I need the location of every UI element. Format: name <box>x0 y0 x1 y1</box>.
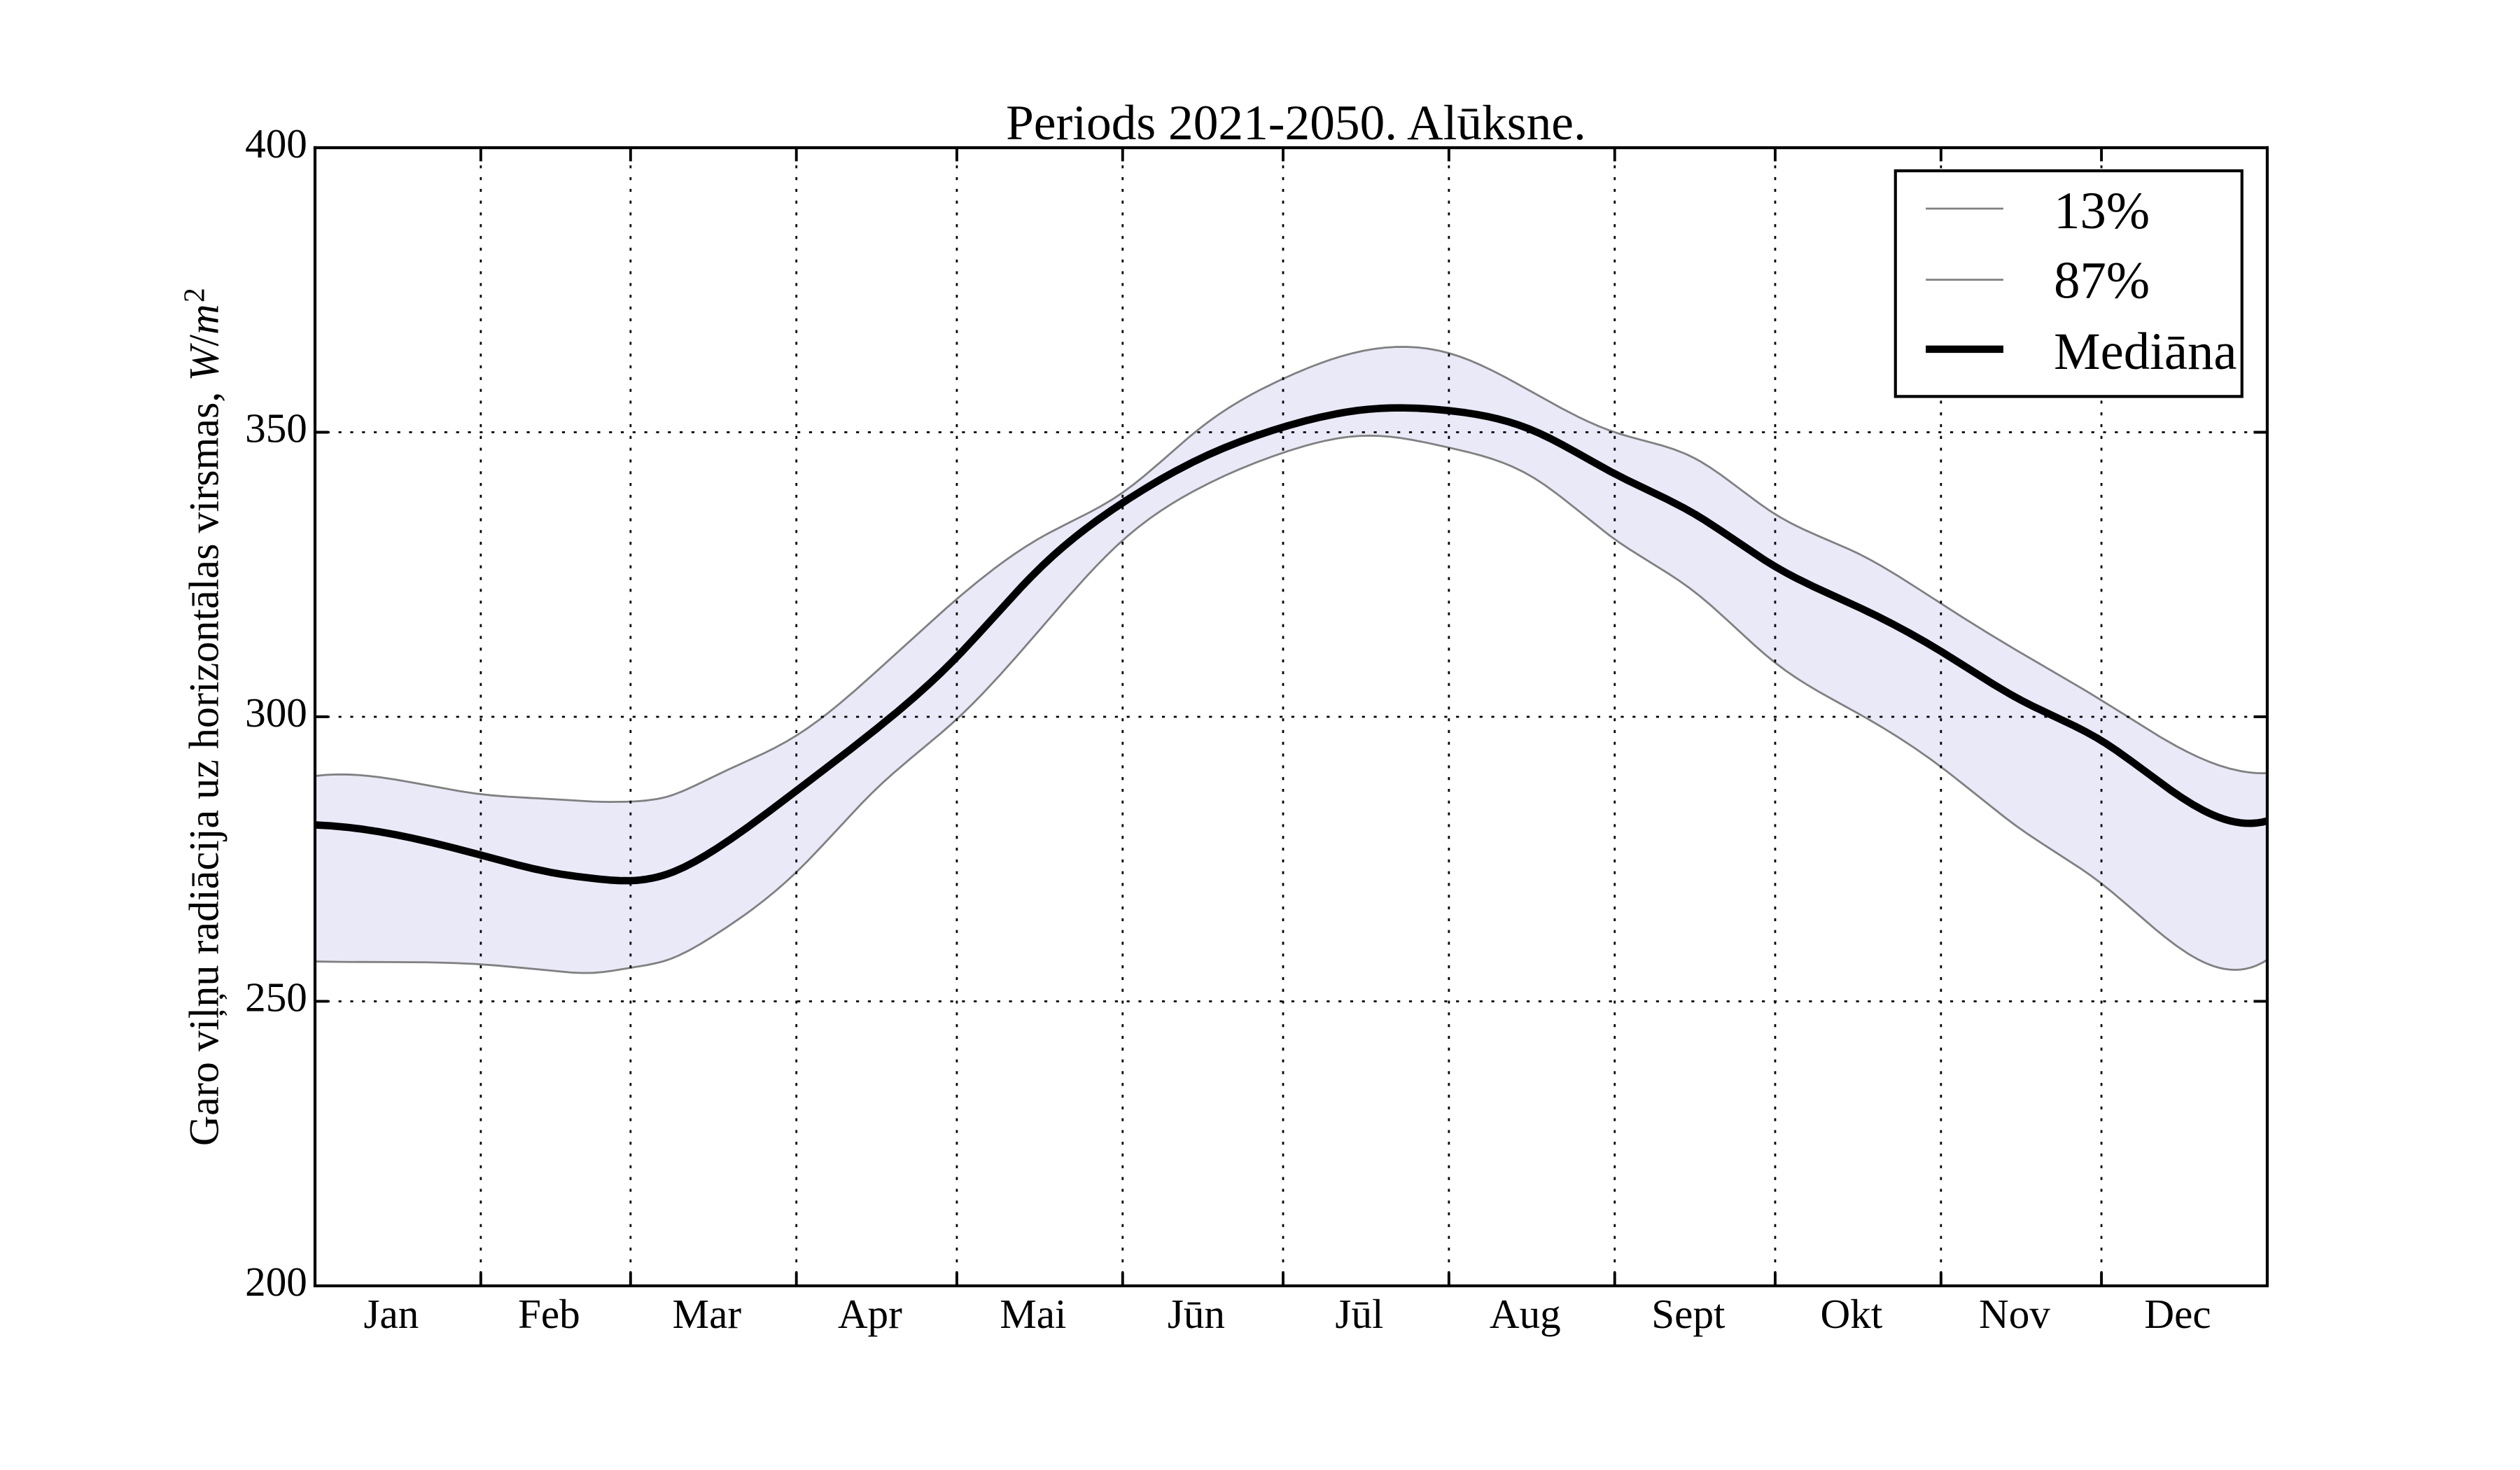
svg-text:G a r o: G a r o v i ļ ņ u r a d i ā c i j a u z <box>179 288 227 1146</box>
svg-text:Periods 2021-2050. Alūksne.: Periods 2021-2050. Alūksne. <box>1006 95 1586 150</box>
svg-text:Aug: Aug <box>1490 1291 1561 1337</box>
svg-text:Feb: Feb <box>518 1291 580 1337</box>
svg-text:Sept: Sept <box>1651 1291 1726 1337</box>
svg-text:Dec: Dec <box>2144 1291 2211 1337</box>
svg-text:Jan: Jan <box>364 1291 419 1337</box>
svg-text:Mar: Mar <box>672 1291 741 1337</box>
svg-text:400: 400 <box>245 120 307 167</box>
svg-text:87%: 87% <box>2054 251 2150 309</box>
svg-text:Mai: Mai <box>1000 1291 1066 1337</box>
svg-text:Jūl: Jūl <box>1335 1291 1383 1337</box>
svg-text:350: 350 <box>245 405 307 451</box>
svg-text:Nov: Nov <box>1979 1291 2050 1337</box>
svg-text:250: 250 <box>245 974 307 1021</box>
svg-text:Apr: Apr <box>838 1291 902 1337</box>
svg-text:13%: 13% <box>2054 182 2150 240</box>
svg-text:200: 200 <box>245 1259 307 1305</box>
svg-text:Okt: Okt <box>1821 1291 1883 1337</box>
svg-text:Jūn: Jūn <box>1168 1291 1225 1337</box>
svg-text:Mediāna: Mediāna <box>2054 323 2236 381</box>
svg-text:300: 300 <box>245 690 307 736</box>
